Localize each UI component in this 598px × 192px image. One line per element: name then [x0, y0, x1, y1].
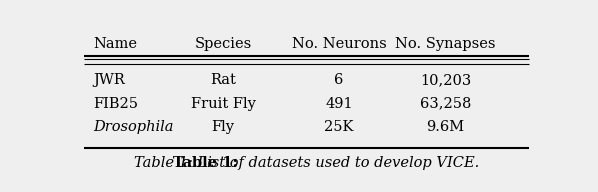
Text: Table 1: List of datasets used to develop VICE.: Table 1: List of datasets used to develo…	[134, 156, 479, 170]
Text: 6: 6	[334, 73, 344, 87]
Text: Name: Name	[93, 37, 138, 51]
Text: 9.6M: 9.6M	[426, 120, 465, 134]
Text: FIB25: FIB25	[93, 97, 138, 111]
Text: Fruit Fly: Fruit Fly	[191, 97, 255, 111]
Text: 491: 491	[325, 97, 353, 111]
Text: 10,203: 10,203	[420, 73, 471, 87]
Text: Drosophila: Drosophila	[93, 120, 174, 134]
Text: Species: Species	[194, 37, 252, 51]
Text: JWR: JWR	[93, 73, 125, 87]
Text: 63,258: 63,258	[420, 97, 471, 111]
Text: List of datasets used to develop VICE.: List of datasets used to develop VICE.	[163, 156, 450, 170]
Text: Rat: Rat	[210, 73, 236, 87]
Text: 25K: 25K	[324, 120, 353, 134]
Text: Fly: Fly	[212, 120, 234, 134]
Text: No. Neurons: No. Neurons	[292, 37, 386, 51]
Text: Table 1:: Table 1:	[173, 156, 237, 170]
Text: No. Synapses: No. Synapses	[395, 37, 496, 51]
